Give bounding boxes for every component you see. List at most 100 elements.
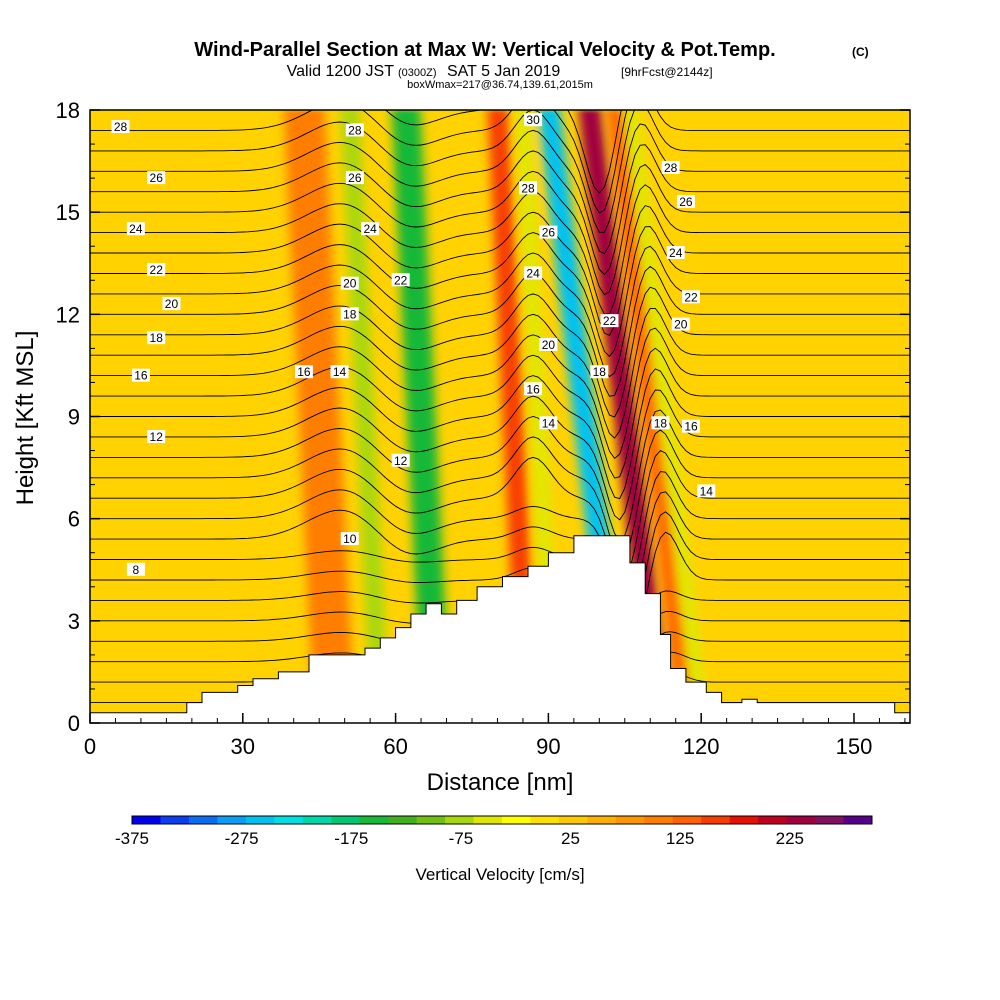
svg-text:8: 8 bbox=[132, 563, 139, 577]
svg-text:12: 12 bbox=[394, 454, 408, 468]
isentrope-line bbox=[90, 226, 910, 358]
colorbar-swatch bbox=[672, 816, 702, 824]
isentrope-line bbox=[90, 471, 910, 603]
colorbar-swatch bbox=[132, 816, 161, 824]
colorbar-swatch bbox=[530, 816, 560, 824]
isentrope-label: 16 bbox=[524, 382, 543, 396]
velocity-band-core-2 bbox=[399, 110, 443, 723]
isentrope-label: 22 bbox=[147, 263, 166, 277]
colorbar-swatch bbox=[558, 816, 588, 824]
colorbar-swatch bbox=[188, 816, 218, 824]
y-tick-label: 3 bbox=[68, 609, 80, 634]
forecast-info: [9hrFcst@2144z] bbox=[621, 65, 713, 79]
isentrope-line bbox=[90, 205, 910, 336]
svg-text:18: 18 bbox=[343, 307, 357, 321]
colorbar-swatch bbox=[729, 816, 759, 824]
svg-text:18: 18 bbox=[654, 416, 668, 430]
y-tick-label: 6 bbox=[68, 507, 80, 532]
isentrope-line bbox=[90, 511, 910, 643]
svg-text:12: 12 bbox=[150, 430, 164, 444]
isentrope-label: 20 bbox=[539, 337, 558, 352]
y-axis: 0 3 6 9 12 15 18 bbox=[56, 98, 910, 736]
colorbar-swatch bbox=[359, 816, 389, 824]
svg-text:20: 20 bbox=[343, 277, 357, 291]
colorbar-frame bbox=[131, 815, 873, 825]
svg-text:28: 28 bbox=[114, 120, 128, 134]
isentrope-label: 28 bbox=[519, 181, 538, 195]
isentrope-label: 16 bbox=[681, 419, 700, 434]
svg-text:22: 22 bbox=[684, 290, 698, 304]
isentrope-label: 20 bbox=[671, 317, 690, 332]
isentrope-line bbox=[90, 265, 910, 397]
x-axis: 0 30 60 90 120 150 bbox=[84, 713, 906, 759]
svg-text:26: 26 bbox=[542, 226, 556, 240]
isentrope-label: 28 bbox=[111, 120, 130, 134]
colorbar-tick-label: 25 bbox=[561, 829, 580, 848]
svg-text:16: 16 bbox=[684, 420, 698, 434]
colorbar-swatch bbox=[758, 816, 788, 824]
isentrope-label: 26 bbox=[147, 171, 166, 185]
svg-text:10: 10 bbox=[343, 532, 357, 546]
colorbar-swatch bbox=[701, 816, 731, 824]
isentrope-label: 26 bbox=[539, 225, 558, 240]
valid-line: Valid 1200 JST (0300Z) SAT 5 Jan 2019 [9… bbox=[287, 63, 713, 80]
x-tick-label: 0 bbox=[84, 734, 96, 759]
svg-text:22: 22 bbox=[603, 314, 617, 328]
isentrope-line bbox=[90, 327, 910, 460]
y-tick-label: 15 bbox=[56, 200, 80, 225]
box-info: boxWmax=217@36.74,139.61,2015m bbox=[407, 79, 593, 91]
svg-text:28: 28 bbox=[521, 181, 535, 195]
colorbar-swatch bbox=[302, 816, 332, 824]
velocity-band-core-1 bbox=[345, 110, 385, 723]
isentrope-line bbox=[90, 307, 910, 439]
svg-text:20: 20 bbox=[674, 318, 688, 332]
colorbar-swatch bbox=[416, 816, 446, 824]
isentrope-label: 22 bbox=[391, 273, 410, 287]
svg-text:22: 22 bbox=[150, 263, 164, 277]
isentrope-line bbox=[90, 429, 910, 561]
y-tick-label: 0 bbox=[68, 711, 80, 736]
colorbar-swatch bbox=[388, 816, 418, 824]
isentrope-label: 26 bbox=[345, 171, 364, 185]
colorbar-swatch bbox=[615, 816, 645, 824]
valid-time: Valid 1200 JST bbox=[287, 63, 395, 80]
colorbar-swatch bbox=[274, 816, 304, 824]
y-tick-label: 9 bbox=[68, 405, 80, 430]
svg-text:16: 16 bbox=[297, 365, 311, 379]
colorbar-swatch bbox=[160, 816, 190, 824]
isentrope-label: 14 bbox=[330, 365, 349, 379]
colorbar-swatch bbox=[644, 816, 674, 824]
y-axis-label: Height [Kft MSL] bbox=[12, 331, 39, 506]
isentrope-line bbox=[90, 184, 910, 315]
isentrope-label: 22 bbox=[681, 290, 700, 304]
colorbar-swatch bbox=[445, 816, 475, 824]
colorbar-swatch bbox=[502, 816, 531, 824]
isentrope-line bbox=[90, 110, 910, 214]
isentrope-label: 22 bbox=[600, 314, 619, 328]
isentrope-line bbox=[90, 144, 910, 276]
isentrope-label: 20 bbox=[340, 276, 359, 291]
colorbar-swatch bbox=[815, 816, 845, 824]
svg-text:14: 14 bbox=[700, 484, 714, 498]
x-tick-label: 60 bbox=[383, 734, 407, 759]
valid-utc: (0300Z) bbox=[398, 67, 437, 79]
y-tick-label: 18 bbox=[56, 98, 80, 123]
isentrope-line bbox=[90, 449, 910, 581]
svg-text:26: 26 bbox=[348, 171, 362, 185]
svg-text:22: 22 bbox=[394, 273, 408, 287]
velocity-band-core-7 bbox=[611, 110, 690, 723]
isentrope-label: 24 bbox=[666, 246, 685, 260]
svg-text:24: 24 bbox=[129, 222, 143, 236]
velocity-band-core-0 bbox=[295, 110, 344, 723]
svg-text:26: 26 bbox=[150, 171, 164, 185]
svg-text:24: 24 bbox=[526, 266, 540, 280]
isentrope-label: 18 bbox=[340, 307, 359, 321]
colorbar-swatch bbox=[217, 816, 247, 824]
chart-title-suffix: (C) bbox=[852, 45, 869, 59]
svg-text:14: 14 bbox=[333, 365, 347, 379]
y-tick-label: 12 bbox=[56, 302, 80, 327]
isentrope-label: 10 bbox=[340, 532, 359, 546]
colorbar-swatch bbox=[331, 816, 361, 824]
x-tick-label: 90 bbox=[536, 734, 560, 759]
